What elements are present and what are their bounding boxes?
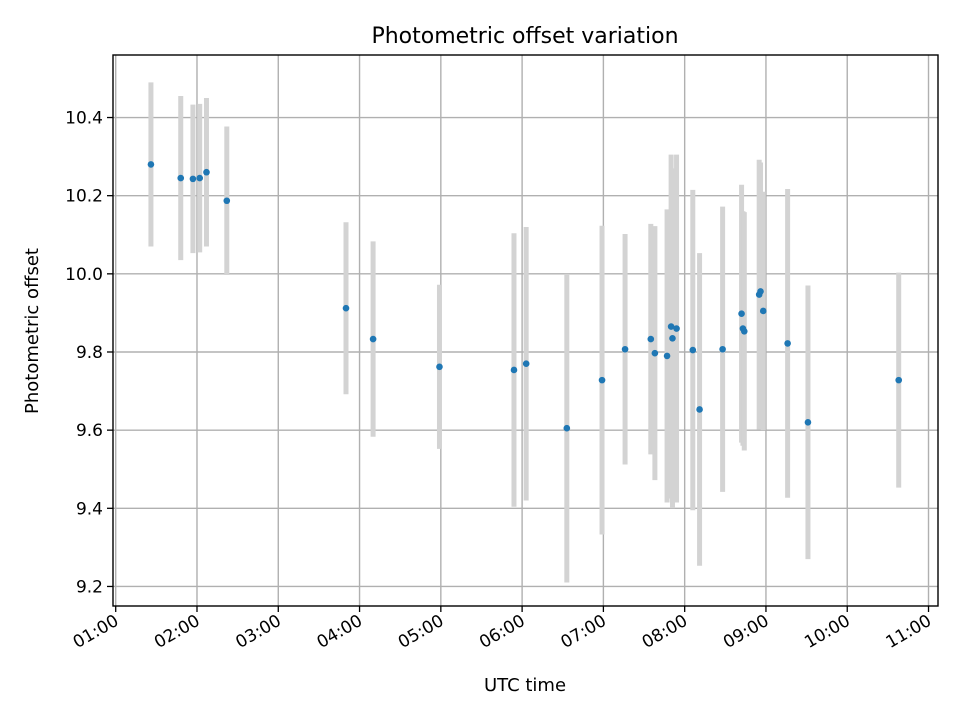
data-point: [177, 174, 185, 182]
data-point: [563, 424, 571, 432]
data-point: [738, 310, 745, 317]
data-point: [647, 335, 655, 343]
y-axis-label: Photometric offset: [22, 248, 43, 414]
data-point: [196, 174, 203, 182]
data-point: [223, 197, 231, 205]
data-point: [804, 419, 812, 426]
data-point: [651, 349, 659, 357]
data-point: [759, 307, 767, 315]
data-point: [369, 335, 377, 343]
y-tick-label: 10.0: [65, 265, 103, 285]
data-point: [757, 288, 764, 295]
y-tick-label: 9.2: [76, 577, 103, 597]
data-point: [436, 363, 443, 371]
data-point: [342, 304, 350, 312]
data-point: [669, 335, 676, 342]
y-tick-label: 9.4: [76, 499, 103, 519]
y-axis-ticks: 9.2 9.4 9.6 9.8 10.0 10.2 10.4: [65, 109, 113, 597]
data-point: [663, 352, 671, 360]
data-point: [784, 340, 791, 347]
y-tick-label: 9.6: [76, 421, 103, 441]
data-point: [895, 376, 903, 384]
data-point: [621, 345, 629, 353]
data-point: [673, 325, 680, 332]
data-point: [147, 161, 155, 168]
data-point: [510, 366, 518, 374]
data-points: [147, 161, 903, 432]
chart-title: Photometric offset variation: [371, 24, 678, 49]
data-point: [689, 346, 697, 354]
data-point: [696, 406, 703, 413]
y-tick-label: 10.2: [65, 187, 103, 207]
data-point: [203, 168, 210, 176]
data-point: [667, 323, 675, 330]
data-point: [189, 175, 197, 183]
data-point: [522, 360, 530, 368]
data-point: [740, 327, 748, 335]
data-point: [598, 376, 606, 384]
x-axis-label: UTC time: [484, 675, 566, 696]
data-point: [719, 345, 726, 353]
y-tick-label: 9.8: [76, 343, 103, 363]
plot-frame: [112, 54, 939, 607]
y-tick-label: 10.4: [65, 109, 103, 129]
